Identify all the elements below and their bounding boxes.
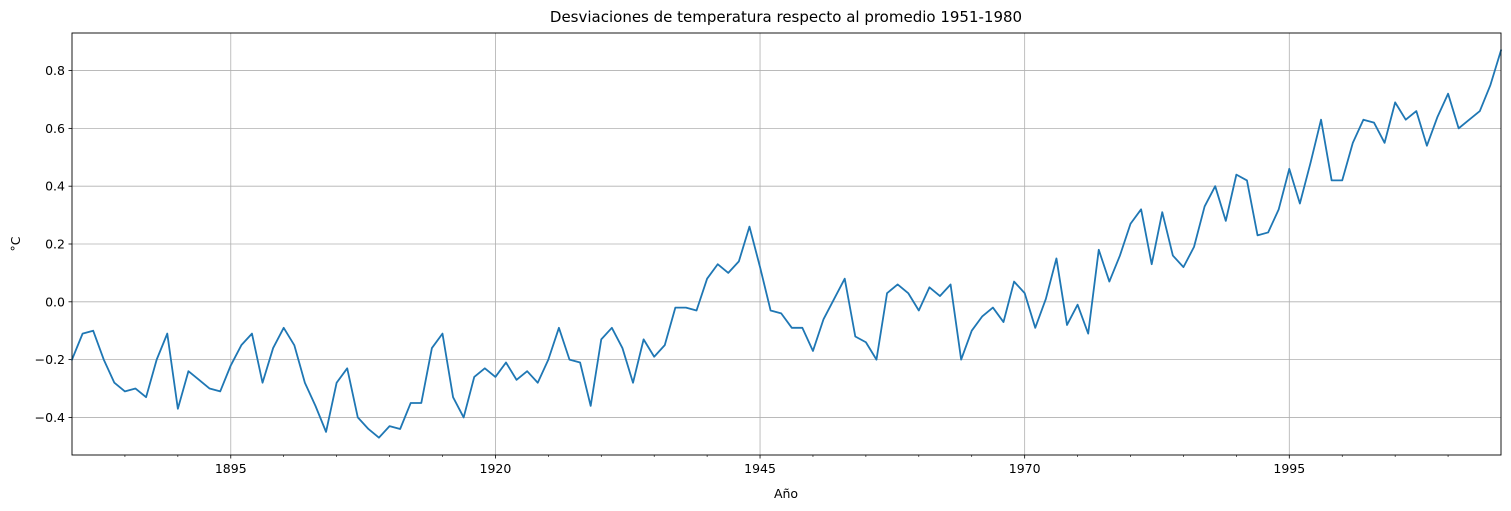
y-tick-label: 0.0 [45,294,65,309]
x-tick-label: 1920 [480,461,512,476]
x-tick-label: 1995 [1273,461,1305,476]
x-tick-label: 1895 [215,461,247,476]
y-tick-label: −0.4 [35,410,65,425]
plot-frame [71,32,1502,456]
grid-lines [72,33,1501,455]
x-tick-label: 1970 [1009,461,1041,476]
temperature-anomaly-line [70,49,1503,439]
y-axis-title: °C [8,236,23,251]
y-tick-label: 0.6 [45,121,65,136]
chart-title: Desviaciones de temperatura respecto al … [550,8,1022,26]
x-tick-label: 1945 [744,461,776,476]
x-axis-title: Año [774,486,798,501]
y-tick-label: 0.8 [45,63,65,78]
y-axis: −0.4 −0.2 0.0 0.2 0.4 0.6 0.8 [35,63,72,425]
y-tick-label: 0.2 [45,237,65,252]
x-axis: 1895 1920 1945 1970 1995 [124,455,1449,476]
y-tick-label: −0.2 [35,352,65,367]
y-tick-label: 0.4 [45,179,65,194]
